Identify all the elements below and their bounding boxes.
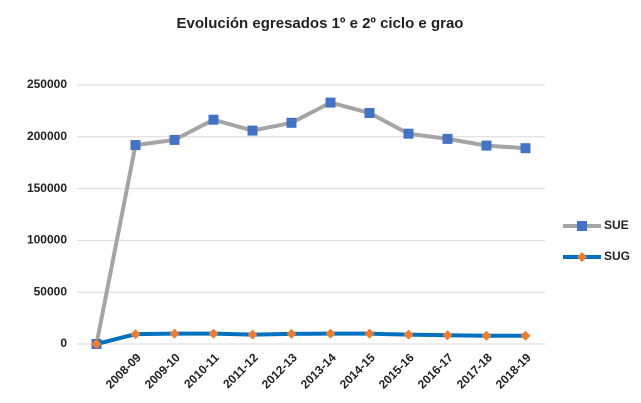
data-point	[481, 140, 492, 151]
data-point	[325, 97, 336, 108]
series-line	[94, 100, 526, 345]
data-point	[286, 117, 297, 128]
data-point	[169, 134, 180, 145]
data-point	[286, 328, 297, 339]
x-tick-label: 2014-15	[337, 350, 378, 391]
data-point	[247, 329, 258, 340]
y-tick-label: 200000	[27, 129, 67, 143]
data-point	[130, 140, 141, 151]
data-point	[325, 328, 336, 339]
y-tick-label: 0	[60, 336, 67, 350]
data-point	[130, 329, 141, 340]
data-point	[169, 328, 180, 339]
series-line	[96, 331, 526, 346]
x-tick-label: 2013-14	[298, 350, 339, 391]
legend-label: SUG	[604, 249, 630, 263]
legend-label: SUE	[604, 218, 629, 232]
y-tick-label: 150000	[27, 181, 67, 195]
data-point	[364, 328, 375, 339]
data-point	[403, 128, 414, 139]
chart-title: Evolución egresados 1º e 2º ciclo e grao	[177, 15, 464, 32]
data-point	[364, 107, 375, 118]
data-point	[403, 329, 414, 340]
y-tick-label: 50000	[34, 284, 68, 298]
x-tick-label: 2011-12	[220, 350, 261, 391]
data-point	[442, 330, 453, 341]
y-tick-label: 250000	[27, 77, 67, 91]
x-tick-label: 2008-09	[103, 350, 144, 391]
x-tick-label: 2012-13	[259, 350, 300, 391]
data-point	[247, 125, 258, 136]
data-point	[481, 330, 492, 341]
x-tick-label: 2018-19	[493, 350, 534, 391]
data-point	[208, 328, 219, 339]
data-point	[91, 339, 102, 349]
data-point	[520, 143, 531, 154]
x-tick-label: 2015-16	[376, 350, 417, 391]
x-tick-label: 2016-17	[415, 350, 456, 391]
legend-marker	[577, 221, 587, 231]
data-point	[208, 114, 219, 125]
data-point	[442, 133, 453, 144]
legend-marker	[577, 252, 587, 262]
data-point	[520, 330, 531, 341]
x-tick-label: 2010-11	[181, 350, 222, 391]
x-tick-label: 2009-10	[142, 350, 183, 391]
y-tick-label: 100000	[27, 233, 67, 247]
x-tick-label: 2017-18	[454, 350, 495, 391]
